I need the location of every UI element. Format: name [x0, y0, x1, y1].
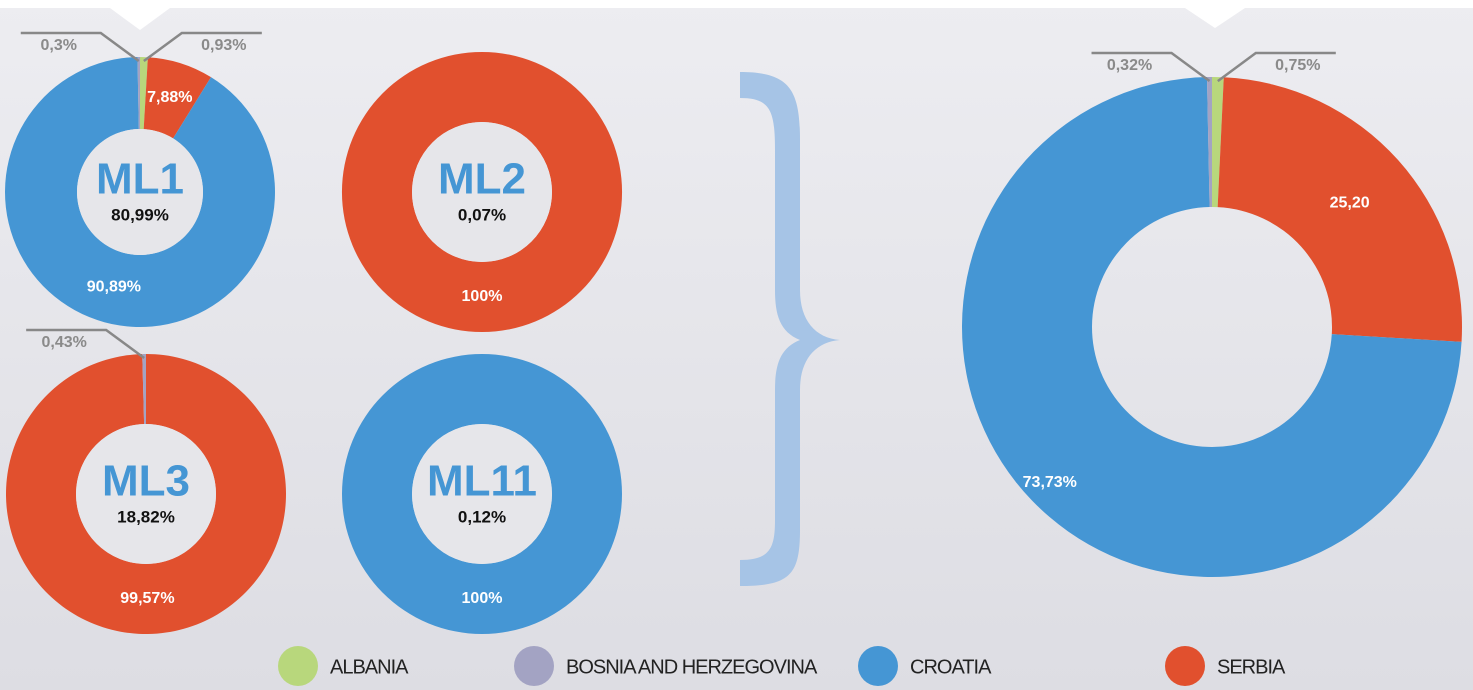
donut-hole	[77, 129, 203, 255]
legend-swatch	[1165, 646, 1205, 686]
value-label: 100%	[462, 288, 503, 305]
value-label: 7,88%	[147, 89, 192, 106]
donut-title: ML3	[102, 457, 190, 506]
top-banner	[0, 0, 1473, 30]
donut-subtitle: 0,07%	[458, 205, 506, 224]
value-label: 0,75%	[1275, 57, 1320, 74]
leader-line	[20, 31, 140, 63]
value-label: 73,73%	[1023, 474, 1077, 491]
legend-label: SERBIA	[1217, 656, 1286, 678]
value-label: 90,89%	[87, 279, 141, 296]
donut-subtitle: 0,12%	[458, 507, 506, 526]
leader-line	[1091, 51, 1211, 83]
value-label: 25,20	[1330, 195, 1370, 212]
leader-line	[26, 328, 145, 360]
value-label: 0,3%	[41, 37, 77, 54]
donut-slice	[962, 77, 1462, 577]
donut-slice	[137, 57, 140, 130]
donut-slice	[140, 57, 148, 130]
donut-slice	[1206, 77, 1212, 208]
value-label: 99,57%	[120, 590, 174, 607]
donut-subtitle: 18,82%	[117, 507, 175, 526]
donut-slice	[143, 57, 211, 139]
legend-label: ALBANIA	[330, 656, 409, 678]
brace	[740, 72, 840, 586]
value-label: 0,43%	[41, 334, 86, 351]
donut-slice	[1212, 77, 1224, 208]
leader-line	[1217, 51, 1336, 83]
legend-label: CROATIA	[910, 656, 992, 678]
donut-slice	[342, 354, 622, 634]
donut-title: ML2	[438, 155, 526, 204]
value-label: 100%	[462, 590, 503, 607]
value-label: 0,32%	[1107, 57, 1152, 74]
donut-slice	[142, 354, 146, 425]
donut-slice	[1217, 77, 1463, 342]
donut-slice	[341, 51, 623, 332]
leader-line	[143, 31, 262, 63]
donut-subtitle: 80,99%	[111, 205, 169, 224]
legend-swatch	[514, 646, 554, 686]
legend-swatch	[858, 646, 898, 686]
donut-slice	[6, 354, 287, 634]
donut-hole	[412, 122, 552, 262]
donut-slice	[5, 57, 276, 327]
donut-hole	[412, 424, 552, 564]
donut-title: ML1	[96, 155, 184, 204]
legend-swatch	[278, 646, 318, 686]
legend-label: BOSNIA AND HERZEGOVINA	[566, 656, 818, 678]
value-label: 0,93%	[201, 37, 246, 54]
donut-hole	[76, 424, 216, 564]
donut-title: ML11	[427, 457, 537, 506]
